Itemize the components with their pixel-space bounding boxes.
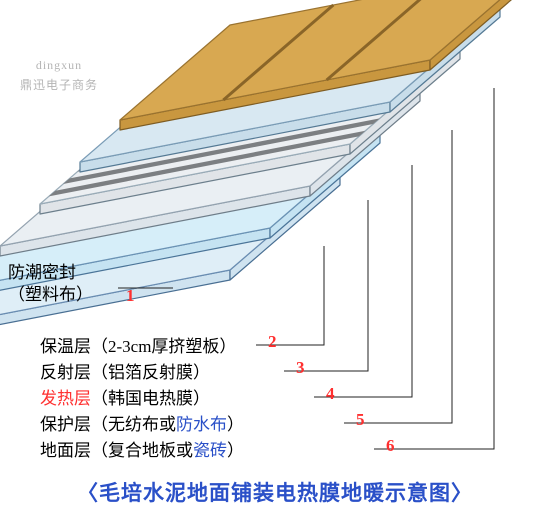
layer-number-2: 2: [268, 332, 277, 352]
label-layer-5: 保护层（无纺布或防水布）: [40, 414, 244, 436]
layer-number-3: 3: [296, 358, 305, 378]
diagram-caption: 〈毛培水泥地面铺装电热膜地暖示意图〉: [0, 477, 550, 507]
label-layer-2: 保温层（2-3cm厚挤塑板）: [40, 336, 236, 358]
layer-number-1: 1: [126, 286, 135, 306]
layer-number-6: 6: [386, 436, 395, 456]
leader-4: [314, 165, 412, 397]
leader-5: [344, 130, 452, 423]
leader-2: [256, 246, 324, 345]
layer-number-5: 5: [356, 410, 365, 430]
leader-6: [374, 88, 494, 449]
label-layer-1: 防潮密封（塑料布）: [8, 262, 93, 306]
label-layer-6: 地面层（复合地板或瓷砖）: [40, 440, 244, 462]
label-layer-3: 反射层（铝箔反射膜）: [40, 362, 210, 384]
label-layer-4: 发热层（韩国电热膜）: [40, 388, 210, 410]
layer-number-4: 4: [326, 384, 335, 404]
